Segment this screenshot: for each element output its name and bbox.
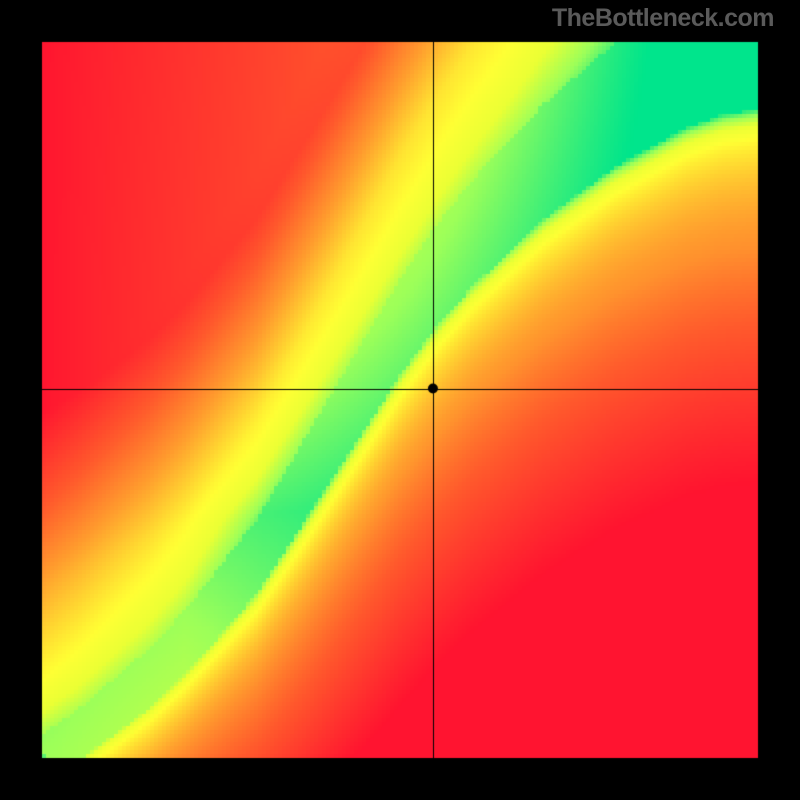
watermark-text: TheBottleneck.com: [552, 4, 774, 33]
bottleneck-heatmap: [0, 0, 800, 800]
